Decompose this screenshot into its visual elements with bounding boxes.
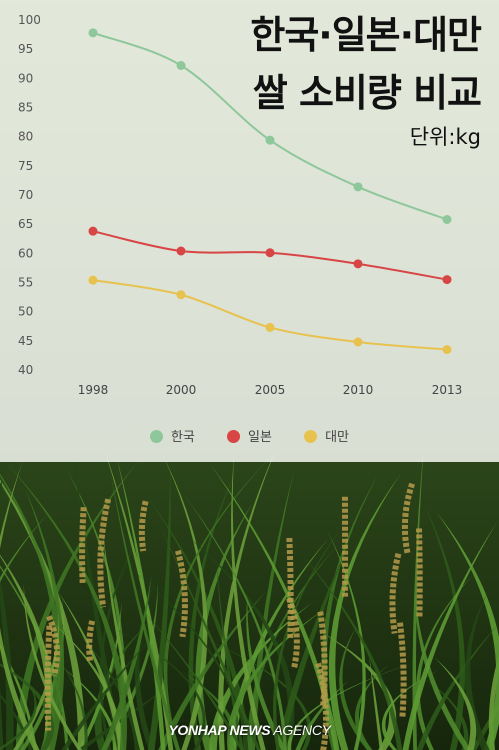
y-tick-label: 100 [18, 13, 41, 27]
data-point-1 [176, 246, 186, 256]
series-layer [88, 28, 452, 355]
legend-label-taiwan: 대만 [325, 430, 350, 445]
y-tick-label: 85 [18, 101, 33, 115]
agency-credit: YONHAP NEWS AGENCY [0, 722, 499, 738]
data-point-0 [442, 215, 452, 224]
x-tick-label: 2013 [432, 383, 463, 397]
y-tick-label: 90 [18, 71, 33, 85]
y-tick-label: 65 [18, 217, 33, 231]
y-tick-label: 50 [18, 305, 33, 319]
data-point-2 [176, 290, 186, 300]
data-point-0 [353, 182, 363, 192]
y-tick-label: 95 [18, 42, 33, 56]
x-tick-label: 2000 [166, 383, 197, 397]
y-tick-label: 55 [18, 276, 33, 290]
credit-brand: YONHAP NEWS [168, 722, 271, 738]
x-axis: 1998 2000 2005 2010 2013 [78, 383, 463, 397]
credit-agency: AGENCY [273, 722, 331, 738]
y-tick-label: 45 [18, 334, 33, 348]
y-axis: 40 45 50 55 60 65 70 75 80 85 90 95 100 [18, 13, 41, 377]
legend-swatch-taiwan [304, 430, 318, 443]
data-point-2 [88, 275, 98, 285]
data-point-2 [265, 322, 275, 332]
data-point-2 [353, 337, 363, 347]
data-point-1 [442, 275, 452, 285]
legend-swatch-korea [149, 430, 163, 443]
series-line-2 [92, 279, 448, 351]
line-chart: 40 45 50 55 60 65 70 75 80 85 90 95 100 1998 2000 2005… [18, 13, 463, 397]
x-tick-label: 2010 [343, 383, 374, 397]
legend-swatch-japan [227, 430, 241, 443]
y-tick-label: 40 [18, 363, 33, 377]
chart-panel [0, 0, 499, 462]
data-point-1 [265, 248, 275, 258]
x-tick-label: 2005 [255, 383, 286, 397]
legend-label-korea: 한국 [170, 430, 195, 445]
data-point-0 [176, 61, 186, 70]
legend-item-korea: 한국 [149, 426, 195, 445]
x-tick-label: 1998 [78, 383, 109, 397]
data-point-2 [442, 345, 452, 355]
title-block: 한국·일본·대만 쌀 소비량 비교 단위:kg [250, 6, 482, 152]
data-point-1 [353, 259, 363, 269]
legend-item-taiwan: 대만 [304, 426, 349, 445]
unit-label: 단위:kg [409, 125, 481, 149]
y-tick-label: 60 [18, 246, 33, 260]
data-point-0 [88, 28, 98, 38]
data-point-1 [88, 226, 98, 236]
data-point-0 [265, 135, 275, 145]
legend-label-japan: 일본 [248, 430, 272, 445]
y-tick-label: 80 [18, 130, 33, 144]
legend: 한국 일본 대만 [0, 426, 499, 445]
y-tick-label: 75 [18, 159, 33, 173]
chart-title-line2: 쌀 소비량 비교 [252, 71, 482, 115]
y-tick-label: 70 [18, 188, 33, 202]
rice-plants [0, 439, 499, 750]
chart-title-line1: 한국·일본·대만 [250, 13, 482, 57]
legend-item-japan: 일본 [227, 426, 272, 445]
